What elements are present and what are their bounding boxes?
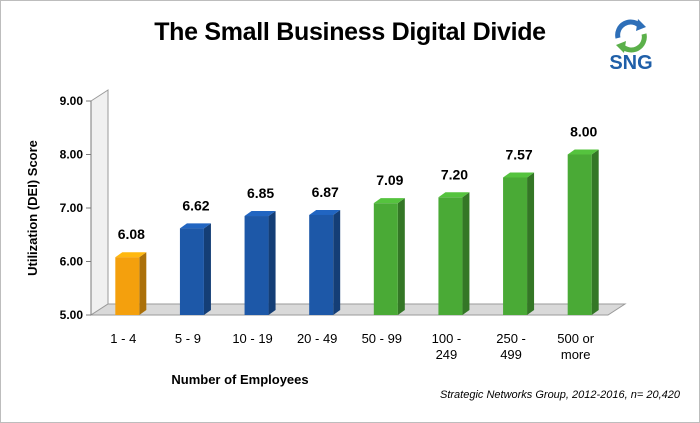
chart-labels: 6.08 1 - 4 6.62 5 - 9 6.85 10 - 19 6.87 20 - 49… [110, 124, 597, 363]
x-tick-label: 1 - 4 [110, 331, 136, 346]
value-label: 7.57 [505, 147, 532, 163]
x-tick-label: 50 - 99 [362, 331, 402, 346]
side-wall [90, 89, 109, 316]
bar [115, 252, 147, 315]
bar-top [373, 198, 405, 204]
bar-front [438, 197, 463, 315]
bar-side [268, 211, 276, 315]
bar-side [591, 149, 599, 315]
bar-side [462, 192, 470, 315]
bar-side [139, 252, 147, 315]
recycle-arrows-icon [615, 19, 647, 53]
x-tick-label: 500 or more [557, 331, 595, 362]
chart-title: The Small Business Digital Divide [154, 18, 546, 46]
bar [244, 211, 276, 315]
bar-front [115, 257, 140, 315]
value-label: 6.08 [118, 226, 145, 242]
source-note: Strategic Networks Group, 2012-2016, n= … [439, 389, 680, 401]
sng-logo: SNG [600, 16, 662, 78]
bar-side [527, 172, 535, 315]
value-label: 8.00 [570, 124, 597, 140]
bar-top [115, 252, 147, 258]
logo-text: SNG [609, 52, 653, 74]
y-tick-label: 7.00 [60, 201, 84, 215]
chart-bars [115, 149, 599, 315]
bar-front [179, 228, 204, 315]
bar-top [503, 172, 535, 178]
x-tick-label: 5 - 9 [175, 331, 201, 346]
bar-top [567, 149, 599, 155]
bar-front [567, 154, 592, 315]
bar-side [397, 198, 405, 315]
bar-front [373, 203, 398, 315]
bar-front [309, 214, 334, 315]
x-tick-label: 100 -249 [432, 331, 462, 362]
value-label: 6.85 [247, 185, 274, 201]
y-tick-label: 8.00 [60, 148, 84, 162]
bar-side [333, 209, 341, 315]
value-label: 6.62 [182, 197, 209, 213]
bar [373, 198, 405, 315]
y-tick-label: 9.00 [60, 94, 84, 108]
bar [309, 209, 341, 315]
bar-top [309, 209, 341, 215]
bar-top [438, 192, 470, 198]
value-label: 6.87 [312, 184, 339, 200]
x-axis-title: Number of Employees [171, 372, 308, 387]
bar-side [203, 223, 211, 315]
x-tick-label: 20 - 49 [297, 331, 337, 346]
bar [567, 149, 599, 315]
value-label: 7.20 [441, 166, 468, 182]
bar [179, 223, 211, 315]
value-label: 7.09 [376, 172, 403, 188]
bar-top [179, 223, 211, 229]
y-axis-title: Utilization (DEI) Score [25, 140, 40, 276]
bar-top [244, 211, 276, 217]
x-tick-label: 250 -499 [496, 331, 526, 362]
bar-front [244, 216, 269, 315]
chart-axes: 5.00 6.00 7.00 8.00 9.00 Utilization (DEI) Sc… [25, 89, 627, 387]
y-tick-label: 6.00 [60, 255, 84, 269]
y-tick-label: 5.00 [60, 308, 84, 322]
x-tick-label: 10 - 19 [232, 331, 272, 346]
floor [89, 303, 627, 316]
bar [503, 172, 535, 315]
bar-front [503, 177, 528, 315]
bar [438, 192, 470, 315]
